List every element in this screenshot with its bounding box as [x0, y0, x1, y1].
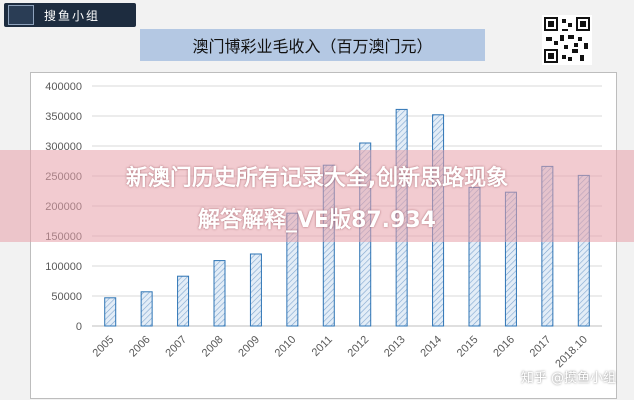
- logo-text: 搜鱼小组: [44, 8, 101, 23]
- x-tick-label: 2006: [127, 334, 153, 360]
- watermark-line-1: 新澳门历史所有记录大全,创新思路现象: [125, 166, 509, 191]
- x-tick-label: 2008: [200, 334, 226, 360]
- x-tick-label: 2012: [346, 334, 372, 360]
- x-tick-label: 2007: [163, 334, 189, 360]
- logo-mark-icon: [8, 5, 34, 25]
- x-tick-label: 2010: [273, 334, 299, 360]
- watermark-line-2: 解答解释_VE版87.934: [198, 208, 436, 233]
- x-tick-label: 2016: [491, 334, 517, 360]
- chart-title: 澳门博彩业毛收入（百万澳门元）: [140, 29, 485, 61]
- y-tick-label: 50000: [51, 291, 82, 303]
- x-tick-label: 2017: [528, 334, 554, 360]
- x-tick-label: 2009: [236, 334, 262, 360]
- qr-code-icon: [542, 15, 592, 65]
- x-tick-label: 2005: [91, 334, 117, 360]
- x-tick-label: 2014: [418, 334, 444, 360]
- watermark-band: [0, 150, 634, 242]
- bar: [140, 291, 153, 327]
- x-tick-label: 2018.10: [553, 334, 590, 371]
- x-tick-label: 2013: [382, 334, 408, 360]
- x-tick-label: 2011: [310, 334, 335, 359]
- brand-logo: 搜鱼小组: [4, 3, 136, 27]
- y-tick-label: 350000: [45, 111, 82, 123]
- footer-watermark: 知乎 @摸鱼小组: [520, 371, 616, 386]
- bar: [213, 260, 226, 327]
- bar: [249, 253, 262, 327]
- y-tick-label: 0: [76, 321, 82, 333]
- bar: [177, 275, 190, 327]
- bar: [104, 297, 117, 327]
- y-tick-label: 400000: [45, 81, 82, 93]
- x-tick-label: 2015: [455, 334, 481, 360]
- y-tick-label: 100000: [45, 261, 82, 273]
